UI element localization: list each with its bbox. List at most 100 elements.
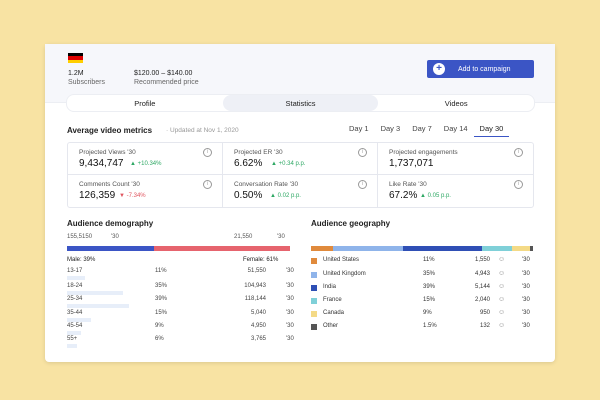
metric-card-projected-er: Projected ER '30 6.62% ▲ +0.34 p.p. i bbox=[223, 143, 378, 175]
metric-value: 126,359 bbox=[79, 190, 116, 201]
users-icon: ☺ bbox=[498, 283, 506, 290]
age-year: '30 bbox=[286, 296, 294, 302]
age-row: 55+ 6% 3,765 '30 bbox=[67, 336, 294, 350]
tab-profile[interactable]: Profile bbox=[67, 95, 223, 111]
female-label: Female: 61% bbox=[243, 257, 279, 263]
geography-segment bbox=[481, 246, 512, 251]
age-percent: 39% bbox=[155, 296, 168, 302]
country-percent: 39% bbox=[423, 284, 436, 290]
age-row: 13-17 11% 51,550 '30 bbox=[67, 268, 294, 282]
metric-card-like-rate: Like Rate '30 67.2% ▲ 0.05 p.p. i bbox=[378, 175, 533, 207]
geography-segment bbox=[529, 246, 533, 251]
age-range: 25-34 bbox=[67, 296, 83, 302]
country-row: Other 1.5% 132 ☺ '30 bbox=[311, 322, 533, 335]
age-year: '30 bbox=[286, 283, 294, 289]
metric-change: ▲ 0.05 p.p. bbox=[420, 193, 451, 199]
age-count: 3,765 bbox=[250, 336, 266, 342]
profile-header: 1.2M Subscribers $120.00 – $140.00 Recom… bbox=[45, 44, 555, 103]
country-swatch bbox=[311, 298, 317, 304]
info-icon[interactable]: i bbox=[358, 148, 367, 157]
female-segment bbox=[153, 246, 290, 251]
country-swatch bbox=[311, 258, 317, 264]
day-7-tab[interactable]: Day 7 bbox=[412, 124, 432, 133]
users-icon: ☺ bbox=[498, 296, 506, 303]
info-icon[interactable]: i bbox=[514, 148, 523, 157]
metric-label: Conversation Rate '30 bbox=[234, 181, 299, 188]
geography-segment bbox=[311, 246, 334, 251]
info-icon[interactable]: i bbox=[514, 180, 523, 189]
day-14-tab[interactable]: Day 14 bbox=[443, 124, 468, 133]
country-name: France bbox=[323, 297, 342, 303]
geography-title: Audience geography bbox=[311, 219, 391, 228]
metric-card-projected-engagements: Projected engagements 1,737,071 i bbox=[378, 143, 533, 175]
metric-value: 6.62% bbox=[234, 158, 263, 169]
age-count: 104,943 bbox=[244, 283, 266, 289]
age-range: 35-44 bbox=[67, 310, 83, 316]
metric-label: Projected ER '30 bbox=[234, 149, 283, 156]
age-count: 5,040 bbox=[250, 310, 266, 316]
metric-label: Comments Count '30 bbox=[79, 181, 140, 188]
add-to-campaign-label: Add to campaign bbox=[458, 65, 511, 73]
subscribers-value: 1.2M bbox=[68, 70, 84, 77]
add-to-campaign-button[interactable]: + Add to campaign bbox=[427, 60, 534, 78]
day-1-tab[interactable]: Day 1 bbox=[349, 124, 369, 133]
tab-videos[interactable]: Videos bbox=[378, 95, 534, 111]
metric-value: 1,737,071 bbox=[389, 158, 434, 169]
updated-timestamp: · Updated at Nov 1, 2020 bbox=[166, 127, 239, 134]
metric-change: ▲ +0.34 p.p. bbox=[271, 161, 306, 167]
country-count: 132 bbox=[479, 323, 490, 329]
info-icon[interactable]: i bbox=[203, 148, 212, 157]
country-count: 4,943 bbox=[474, 271, 490, 277]
age-count: 51,550 bbox=[247, 268, 266, 274]
country-swatch bbox=[311, 311, 317, 317]
age-row: 35-44 15% 5,040 '30 bbox=[67, 310, 294, 324]
age-share-bar bbox=[67, 291, 123, 295]
country-row: Canada 9% 950 ☺ '30 bbox=[311, 309, 533, 322]
country-name: Other bbox=[323, 323, 339, 329]
plus-icon: + bbox=[433, 63, 445, 75]
male-segment bbox=[67, 246, 154, 251]
country-percent: 11% bbox=[423, 257, 435, 263]
age-year: '30 bbox=[286, 323, 294, 329]
country-row: France 15% 2,040 ☺ '30 bbox=[311, 296, 533, 309]
country-name: United Kingdom bbox=[323, 271, 366, 277]
metric-label: Projected Views '30 bbox=[79, 149, 136, 156]
metric-card-conversation-rate: Conversation Rate '30 0.50% ▲ 0.02 p.p. … bbox=[223, 175, 378, 207]
country-year: '30 bbox=[522, 257, 530, 263]
info-icon[interactable]: i bbox=[358, 180, 367, 189]
age-year: '30 bbox=[286, 310, 294, 316]
metric-value: 9,434,747 bbox=[79, 158, 124, 169]
age-share-bar bbox=[67, 318, 91, 322]
metrics-title: Average video metrics bbox=[67, 126, 153, 135]
country-swatch bbox=[311, 272, 317, 278]
country-name: United States bbox=[323, 257, 360, 263]
age-percent: 11% bbox=[155, 268, 167, 274]
users-icon: ☺ bbox=[498, 322, 506, 329]
male-year: '30 bbox=[111, 234, 119, 240]
country-count: 1,550 bbox=[474, 257, 490, 263]
users-icon: ☺ bbox=[498, 270, 506, 277]
price-stat: $120.00 – $140.00 Recommended price bbox=[134, 69, 199, 87]
metric-change: ▲ 0.02 p.p. bbox=[270, 193, 301, 199]
age-share-bar bbox=[67, 276, 85, 280]
updated-text: Updated at Nov 1, 2020 bbox=[169, 127, 239, 134]
country-row: United States 11% 1,550 ☺ '30 bbox=[311, 256, 533, 269]
age-share-bar bbox=[67, 331, 82, 335]
users-icon: ☺ bbox=[498, 309, 506, 316]
metric-label: Like Rate '30 bbox=[389, 181, 427, 188]
gender-bar bbox=[67, 246, 290, 251]
country-year: '30 bbox=[522, 323, 530, 329]
country-percent: 15% bbox=[423, 297, 436, 303]
geography-segment bbox=[403, 246, 482, 251]
info-icon[interactable]: i bbox=[203, 180, 212, 189]
age-percent: 15% bbox=[155, 310, 168, 316]
metric-change-text: +0.34 p.p. bbox=[278, 161, 306, 167]
influencer-card: 1.2M Subscribers $120.00 – $140.00 Recom… bbox=[45, 44, 555, 362]
age-year: '30 bbox=[286, 268, 294, 274]
metric-change: ▲ +10.34% bbox=[130, 161, 162, 167]
day-30-tab[interactable]: Day 30 bbox=[473, 124, 510, 137]
tab-statistics[interactable]: Statistics bbox=[222, 95, 379, 111]
metric-change-text: +10.34% bbox=[137, 161, 162, 167]
geography-segment bbox=[511, 246, 530, 251]
day-3-tab[interactable]: Day 3 bbox=[380, 124, 401, 133]
